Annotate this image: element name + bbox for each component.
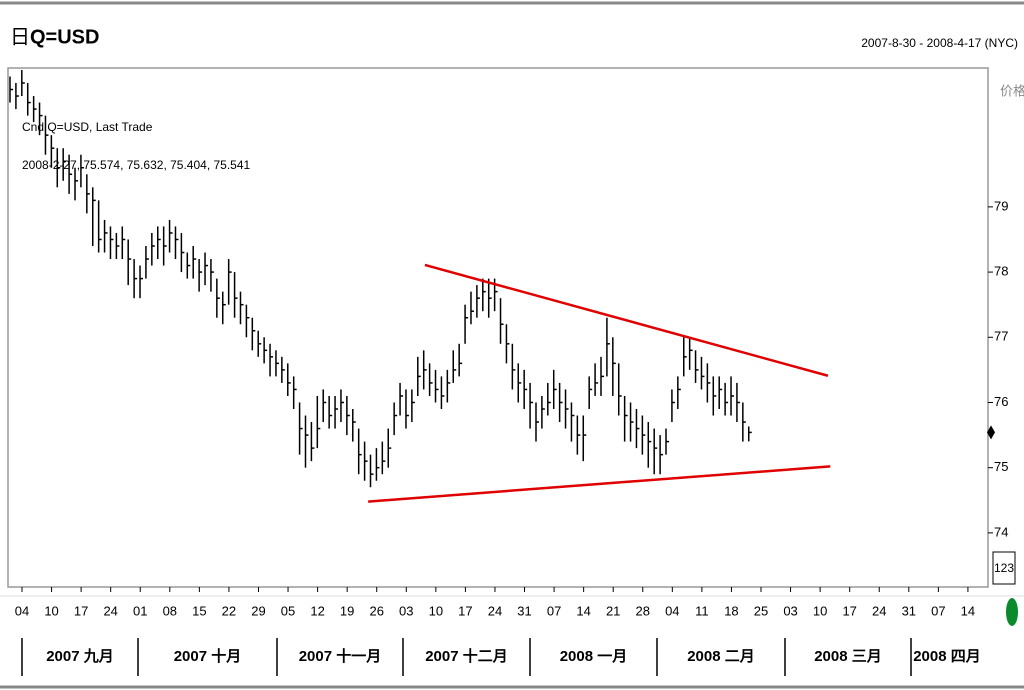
x-tick-label: 07: [547, 603, 561, 618]
scale-button[interactable]: [992, 551, 1016, 585]
y-tick-label: 74: [994, 524, 1008, 539]
trend-line: [368, 465, 831, 503]
x-tick-label: 19: [340, 603, 354, 618]
date-range: 2007-8-30 - 2008-4-17 (NYC): [861, 36, 1018, 50]
x-tick-label: 01: [133, 603, 147, 618]
month-label: 2007 十一月: [299, 647, 382, 665]
scale-button-label[interactable]: 123: [994, 561, 1014, 575]
month-label: 2008 一月: [560, 648, 628, 665]
x-tick-label: 17: [74, 603, 88, 618]
x-tick-label: 10: [429, 603, 443, 618]
month-label: 2008 二月: [687, 648, 755, 665]
status-indicator: [1006, 598, 1018, 626]
x-tick-label: 31: [902, 603, 916, 618]
y-tick-label: 75: [994, 459, 1008, 474]
x-tick-label: 07: [931, 603, 945, 618]
x-tick-label: 18: [724, 603, 738, 618]
x-tick-label: 11: [695, 603, 709, 618]
x-tick-label: 21: [606, 603, 620, 618]
x-tick-label: 31: [517, 603, 531, 618]
x-tick-label: 12: [310, 603, 324, 618]
y-tick-label: 79: [994, 198, 1008, 213]
x-tick-label: 26: [369, 603, 383, 618]
x-tick-label: 28: [636, 603, 650, 618]
x-tick-label: 24: [103, 603, 117, 618]
period-icon[interactable]: 日: [10, 26, 30, 48]
x-tick-label: 14: [961, 603, 975, 618]
x-tick-label: 24: [872, 603, 886, 618]
y-tick-label: 77: [994, 329, 1008, 344]
x-tick-label: 25: [754, 603, 768, 618]
x-tick-label: 17: [458, 603, 472, 618]
symbol-title: Q=USD: [30, 26, 99, 48]
month-label: 2008 三月: [814, 648, 882, 665]
x-tick-label: 24: [488, 603, 502, 618]
legend-values: 2008-2-27, 75.574, 75.632, 75.404, 75.54…: [22, 158, 251, 172]
x-tick-label: 15: [192, 603, 206, 618]
x-tick-label: 17: [842, 603, 856, 618]
y-tick-label: 76: [994, 394, 1008, 409]
month-label: 2008 四月: [913, 648, 981, 665]
y-axis-label: 价格: [1000, 83, 1024, 98]
x-tick-label: 10: [813, 603, 827, 618]
plot-frame: [7, 67, 989, 588]
trend-line: [424, 263, 829, 377]
x-tick-label: 05: [281, 603, 295, 618]
x-tick-label: 14: [576, 603, 590, 618]
y-tick-label: 78: [994, 264, 1008, 279]
x-tick-label: 08: [163, 603, 177, 618]
current-price-marker: [987, 425, 995, 440]
legend-title: Cnd Q=USD, Last Trade: [22, 120, 153, 134]
x-tick-label: 04: [15, 603, 29, 618]
x-tick-label: 29: [251, 603, 265, 618]
x-tick-label: 04: [665, 603, 679, 618]
x-tick-label: 10: [44, 603, 58, 618]
x-tick-label: 03: [783, 603, 797, 618]
month-label: 2007 十月: [174, 647, 242, 665]
x-tick-label: 03: [399, 603, 413, 618]
month-label: 2007 十二月: [425, 647, 508, 665]
month-label: 2007 九月: [46, 647, 114, 665]
x-tick-label: 22: [222, 603, 236, 618]
